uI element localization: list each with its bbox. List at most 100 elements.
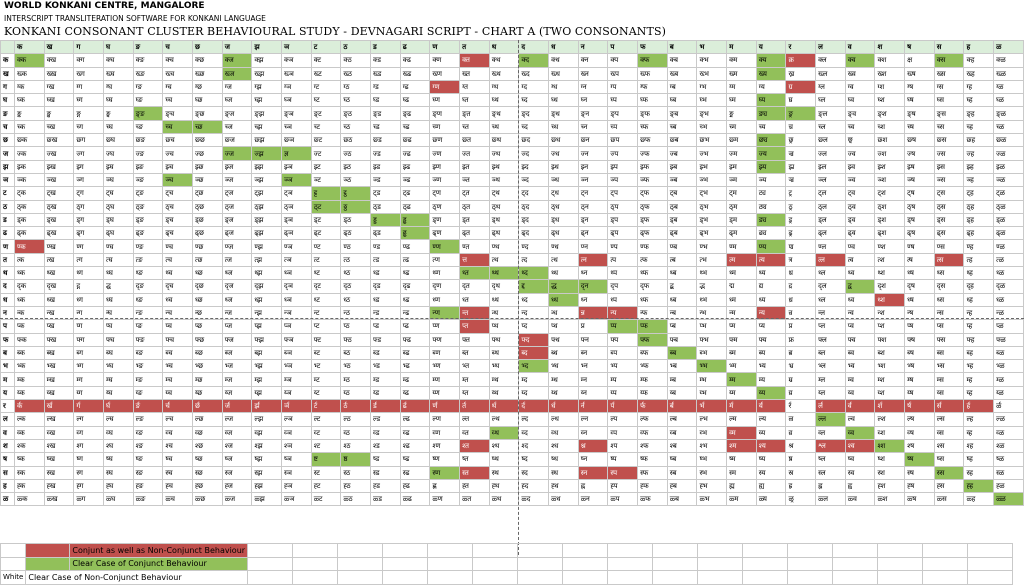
cluster-cell[interactable]: स्श xyxy=(874,465,906,480)
cluster-cell[interactable]: ध्ष xyxy=(904,292,935,307)
cluster-cell[interactable]: त्श xyxy=(874,252,906,268)
cluster-cell[interactable]: ड्छ xyxy=(192,212,223,228)
cluster-cell[interactable]: ड्ध xyxy=(548,212,579,228)
cluster-cell[interactable]: ञ्छ xyxy=(192,172,223,188)
cluster-cell[interactable]: द्ल xyxy=(815,279,846,294)
cluster-cell[interactable]: ट्घ xyxy=(103,186,134,201)
cluster-cell[interactable]: थ्फ xyxy=(637,266,668,281)
cluster-cell[interactable]: ग्फ xyxy=(637,79,668,95)
cluster-cell[interactable]: ळ्ध xyxy=(548,492,579,507)
cluster-cell[interactable]: र्ठ xyxy=(340,399,372,414)
cluster-cell[interactable]: घ्ष xyxy=(904,93,935,108)
cluster-cell[interactable]: य्ष xyxy=(904,385,935,401)
cluster-cell[interactable]: र्ल xyxy=(815,399,846,414)
cluster-cell[interactable]: भ्घ xyxy=(103,359,134,374)
cluster-cell[interactable]: भ्ढ xyxy=(399,359,431,374)
cluster-cell[interactable]: ह्ष xyxy=(904,478,935,494)
cluster-cell[interactable]: ञ्ग xyxy=(73,172,104,188)
cluster-cell[interactable]: ज्ळ xyxy=(993,146,1024,161)
cluster-cell[interactable]: ण्ङ xyxy=(132,239,164,254)
cluster-cell[interactable]: ळ्व xyxy=(844,492,876,507)
cluster-cell[interactable]: ग्र xyxy=(785,79,817,95)
cluster-cell[interactable]: ळ्न xyxy=(577,492,609,507)
cluster-cell[interactable]: त्ङ xyxy=(132,252,164,268)
cluster-cell[interactable]: च्थ xyxy=(488,119,520,135)
cluster-cell[interactable]: ङ्व xyxy=(844,106,876,121)
cluster-cell[interactable]: भ्श xyxy=(874,359,906,374)
cluster-cell[interactable]: थ्भ xyxy=(696,266,728,281)
cluster-cell[interactable]: म्र xyxy=(785,372,817,387)
cluster-cell[interactable]: ण्ढ xyxy=(399,239,431,254)
cluster-cell[interactable]: घ्ट xyxy=(310,93,342,108)
cluster-cell[interactable]: ठ्य xyxy=(755,199,787,214)
cluster-cell[interactable]: य्व xyxy=(844,385,876,401)
cluster-cell[interactable]: ञ्ट xyxy=(310,172,342,188)
cluster-cell[interactable]: ष्न xyxy=(577,452,609,467)
cluster-cell[interactable]: ग्ठ xyxy=(340,79,372,95)
cluster-cell[interactable]: च्भ xyxy=(696,119,728,135)
cluster-cell[interactable]: थ्छ xyxy=(192,266,223,281)
cluster-cell[interactable]: ळ्ङ xyxy=(132,492,164,507)
cluster-cell[interactable]: त्ञ xyxy=(281,252,312,268)
cluster-cell[interactable]: ष्ङ xyxy=(132,452,164,467)
cluster-cell[interactable]: ब्र xyxy=(785,345,817,361)
cluster-cell[interactable]: झ्ड xyxy=(370,159,401,174)
cluster-cell[interactable]: ल्ध xyxy=(548,412,579,427)
cluster-cell[interactable]: ह्र xyxy=(785,478,817,494)
cluster-cell[interactable]: य्प xyxy=(607,385,639,401)
cluster-cell[interactable]: ख्ज xyxy=(221,66,253,81)
cluster-cell[interactable]: ण्ह xyxy=(963,239,995,254)
cluster-cell[interactable]: प्ग xyxy=(73,319,104,334)
cluster-cell[interactable]: ञ्फ xyxy=(637,172,668,188)
cluster-cell[interactable]: ख्भ xyxy=(696,66,728,81)
cluster-cell[interactable]: ठ्ठ xyxy=(340,199,372,214)
cluster-cell[interactable]: व्त xyxy=(459,425,490,440)
cluster-cell[interactable]: ल्झ xyxy=(251,412,283,427)
cluster-cell[interactable]: ख्य xyxy=(755,66,787,81)
cluster-cell[interactable]: फ्द xyxy=(518,332,550,347)
cluster-cell[interactable]: ङ्क xyxy=(13,106,45,121)
cluster-cell[interactable]: ट्प xyxy=(607,186,639,201)
cluster-cell[interactable]: व्प xyxy=(607,425,639,440)
cluster-cell[interactable]: ग्प xyxy=(607,79,639,95)
cluster-cell[interactable]: ह्त xyxy=(459,478,490,494)
cluster-cell[interactable]: म्भ xyxy=(696,372,728,387)
cluster-cell[interactable]: फ्श xyxy=(874,332,906,347)
cluster-cell[interactable]: र्ब xyxy=(666,399,698,414)
cluster-cell[interactable]: ढ्ख xyxy=(43,226,75,241)
cluster-cell[interactable]: ब्ज xyxy=(221,345,253,361)
cluster-cell[interactable]: त्र xyxy=(785,252,817,268)
cluster-cell[interactable]: म्व xyxy=(844,372,876,387)
cluster-cell[interactable]: छ्व xyxy=(844,133,876,148)
cluster-cell[interactable]: त्त xyxy=(459,252,490,268)
cluster-cell[interactable]: त्छ xyxy=(192,252,223,268)
cluster-cell[interactable]: च्घ xyxy=(103,119,134,135)
cluster-cell[interactable]: ख्घ xyxy=(103,66,134,81)
cluster-cell[interactable]: छ्न xyxy=(577,133,609,148)
cluster-cell[interactable]: ण्ळ xyxy=(993,239,1024,254)
cluster-cell[interactable]: ख्च xyxy=(162,66,194,81)
cluster-cell[interactable]: य्ङ xyxy=(132,385,164,401)
cluster-cell[interactable]: ष्ञ xyxy=(281,452,312,467)
cluster-cell[interactable]: ङ्भ xyxy=(696,106,728,121)
cluster-cell[interactable]: ट्च xyxy=(162,186,194,201)
cluster-cell[interactable]: घ्य xyxy=(755,93,787,108)
cluster-cell[interactable]: छ्क xyxy=(13,133,45,148)
cluster-cell[interactable]: र्स xyxy=(933,399,965,414)
cluster-cell[interactable]: प्ल xyxy=(815,319,846,334)
cluster-cell[interactable]: य्च xyxy=(162,385,194,401)
cluster-cell[interactable]: य्त xyxy=(459,385,490,401)
cluster-cell[interactable]: ग्च xyxy=(162,79,194,95)
cluster-cell[interactable]: ण्व xyxy=(844,239,876,254)
cluster-cell[interactable]: ल्भ xyxy=(696,412,728,427)
cluster-cell[interactable]: म्प xyxy=(607,372,639,387)
cluster-cell[interactable]: थ्झ xyxy=(251,266,283,281)
cluster-cell[interactable]: ध्ड xyxy=(370,292,401,307)
cluster-cell[interactable]: ग्झ xyxy=(251,79,283,95)
cluster-cell[interactable]: ड्ष xyxy=(904,212,935,228)
cluster-cell[interactable]: म्ळ xyxy=(993,372,1024,387)
cluster-cell[interactable]: फ्म xyxy=(726,332,757,347)
cluster-cell[interactable]: झ्ज xyxy=(221,159,253,174)
cluster-cell[interactable]: ढ्भ xyxy=(696,226,728,241)
cluster-cell[interactable]: ध्ग xyxy=(73,292,104,307)
